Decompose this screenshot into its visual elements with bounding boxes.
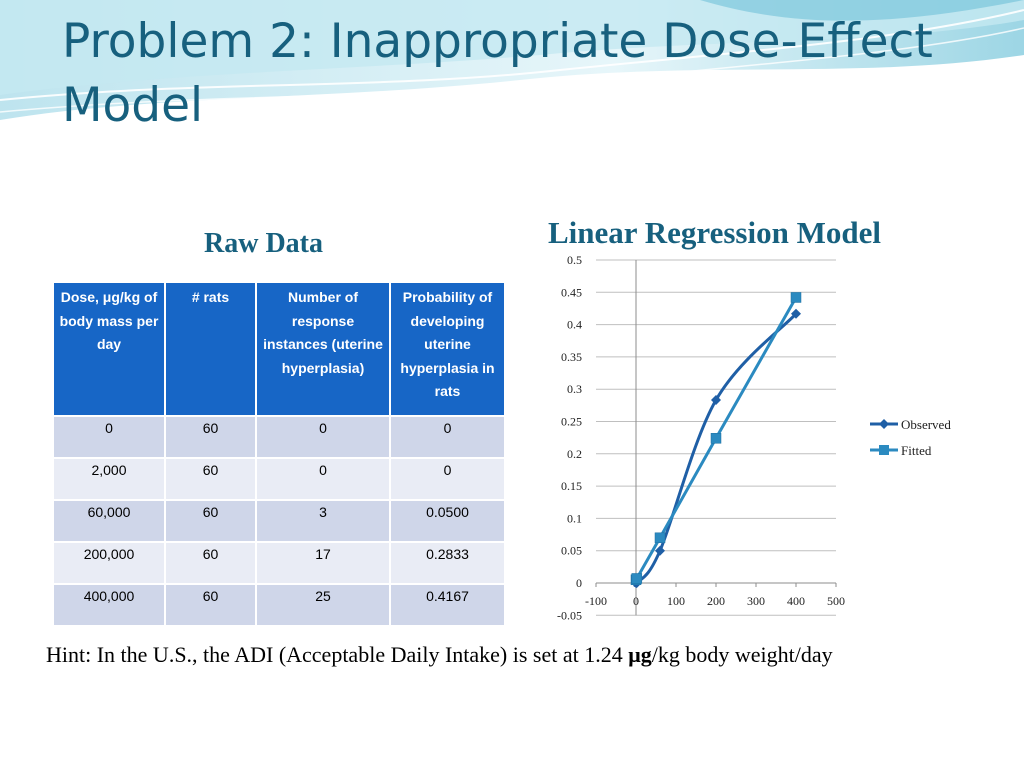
table-row: 2,000 60 0 0 (52, 457, 506, 501)
cell-responses: 0 (255, 457, 391, 501)
cell-dose: 400,000 (52, 583, 166, 627)
y-tick-label: 0.25 (561, 415, 582, 429)
x-tick-label: 300 (747, 594, 765, 608)
y-tick-label: 0.3 (567, 382, 582, 396)
y-tick-label: 0.45 (561, 285, 582, 299)
cell-dose: 2,000 (52, 457, 166, 501)
legend-label-observed: Observed (901, 417, 951, 432)
regression-chart: 0.5 0.45 0.4 0.35 0.3 0.25 0.2 0.15 0.1 0.05 0 -0.0… (557, 253, 951, 622)
table-row: 200,000 60 17 0.2833 (52, 541, 506, 585)
cell-rats: 60 (164, 583, 257, 627)
x-tick-label: 500 (827, 594, 845, 608)
cell-responses: 25 (255, 583, 391, 627)
y-tick-label: 0.05 (561, 544, 582, 558)
cell-probability: 0.0500 (389, 499, 506, 543)
cell-rats: 60 (164, 499, 257, 543)
header-dose: Dose, μg/kg of body mass per day (52, 281, 166, 417)
cell-responses: 17 (255, 541, 391, 585)
data-point-fitted (790, 292, 802, 303)
table-row: 0 60 0 0 (52, 415, 506, 459)
hint-unit: μg (628, 642, 652, 667)
table-header-row: Dose, μg/kg of body mass per day # rats … (52, 281, 506, 417)
raw-data-heading: Raw Data (204, 228, 323, 259)
data-point-observed (655, 545, 665, 556)
table-row: 400,000 60 25 0.4167 (52, 583, 506, 627)
cell-probability: 0.2833 (389, 541, 506, 585)
header-probability: Probability of developing uterine hyperp… (389, 281, 506, 417)
y-tick-label: 0.5 (567, 253, 582, 267)
series-line-observed (633, 312, 798, 587)
y-tick-label: 0.4 (567, 318, 582, 332)
slide-title: Problem 2: Inappropriate Dose-Effect Mod… (62, 14, 933, 133)
x-tick-label: 200 (707, 594, 725, 608)
cell-probability: 0 (389, 415, 506, 459)
cell-probability: 0 (389, 457, 506, 501)
table-row: 60,000 60 3 0.0500 (52, 499, 506, 543)
data-point-fitted (631, 573, 643, 584)
y-tick-label: 0 (576, 576, 582, 590)
y-tick-label: -0.05 (557, 608, 582, 622)
cell-dose: 60,000 (52, 499, 166, 543)
cell-rats: 60 (164, 415, 257, 459)
header-responses: Number of response instances (uterine hy… (255, 281, 391, 417)
data-point-fitted (654, 532, 666, 544)
data-point-fitted (710, 433, 722, 444)
y-tick-label: 0.1 (567, 511, 582, 525)
hint-text-after: /kg body weight/day (651, 642, 833, 667)
y-tick-label: 0.35 (561, 350, 582, 364)
x-tick-label: 400 (787, 594, 805, 608)
data-point-observed (711, 394, 721, 405)
cell-dose: 0 (52, 415, 166, 459)
cell-responses: 3 (255, 499, 391, 543)
legend-label-fitted: Fitted (901, 443, 932, 458)
legend-marker-observed (879, 419, 889, 429)
raw-data-table: Dose, μg/kg of body mass per day # rats … (52, 281, 506, 627)
legend-marker-fitted (879, 445, 889, 455)
cell-probability: 0.4167 (389, 583, 506, 627)
chart-heading: Linear Regression Model (548, 215, 881, 250)
y-tick-label: 0.2 (567, 447, 582, 461)
y-tick-label: 0.15 (561, 479, 582, 493)
hint-text: Hint: In the U.S., the ADI (Acceptable D… (46, 640, 946, 670)
x-tick-label: 0 (633, 594, 639, 608)
x-tick-label: -100 (585, 594, 607, 608)
x-tick-label: 100 (667, 594, 685, 608)
cell-rats: 60 (164, 541, 257, 585)
data-point-observed (791, 308, 801, 319)
cell-dose: 200,000 (52, 541, 166, 585)
cell-rats: 60 (164, 457, 257, 501)
hint-text-before: Hint: In the U.S., the ADI (Acceptable D… (46, 642, 629, 667)
header-rats: # rats (164, 281, 257, 417)
cell-responses: 0 (255, 415, 391, 459)
